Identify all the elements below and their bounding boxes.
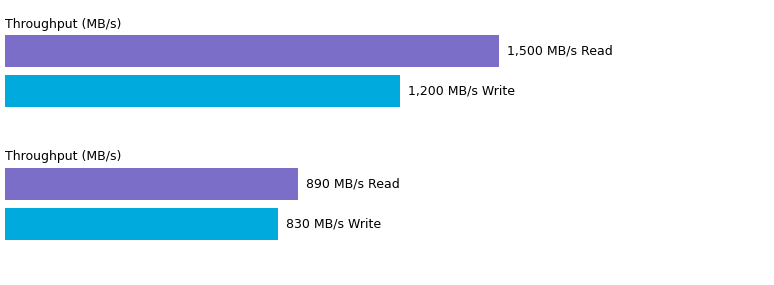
Text: 890 MB/s Read: 890 MB/s Read [307, 178, 400, 190]
Text: Throughput (MB/s): Throughput (MB/s) [5, 18, 122, 31]
Bar [5, 35, 499, 67]
Text: 1,200 MB/s Write: 1,200 MB/s Write [409, 84, 515, 97]
Bar [5, 208, 279, 240]
Text: 1,500 MB/s Read: 1,500 MB/s Read [507, 44, 613, 58]
Text: 830 MB/s Write: 830 MB/s Write [286, 217, 382, 231]
Text: Throughput (MB/s): Throughput (MB/s) [5, 150, 122, 163]
Bar [5, 75, 400, 107]
Bar [5, 168, 298, 200]
